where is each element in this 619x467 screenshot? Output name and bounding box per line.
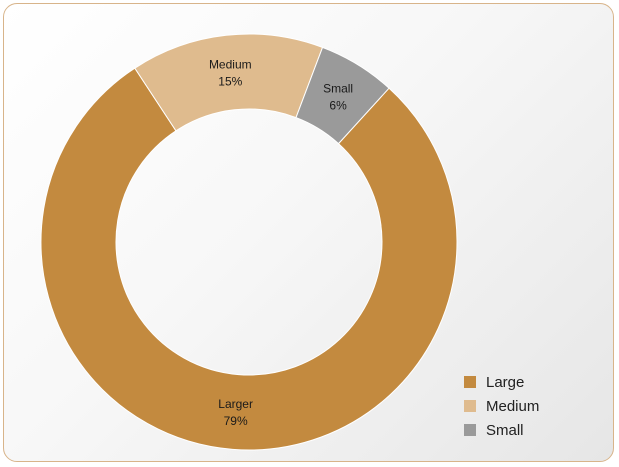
slice-label-medium: Medium (209, 58, 252, 72)
chart-legend: Large Medium Small (464, 370, 539, 442)
legend-label-small: Small (486, 421, 524, 439)
legend-item-large: Large (464, 370, 539, 394)
legend-item-small: Small (464, 418, 539, 442)
slice-small (295, 46, 390, 145)
legend-swatch-small (464, 424, 476, 436)
legend-item-medium: Medium (464, 394, 539, 418)
legend-label-large: Large (486, 373, 525, 391)
legend-swatch-medium (464, 400, 476, 412)
slice-value-larger: 79% (224, 414, 248, 428)
legend-label-medium: Medium (486, 397, 540, 415)
slice-label-larger: Larger (218, 397, 253, 411)
slice-label-small: Small (323, 82, 353, 96)
donut-chart: Larger 79% Medium 15% Small 6% (40, 33, 458, 451)
slice-value-medium: 15% (218, 75, 242, 89)
chart-card: Larger 79% Medium 15% Small 6% Large Medium S… (3, 3, 614, 462)
legend-swatch-large (464, 376, 476, 388)
slice-value-small: 6% (329, 99, 347, 113)
slice-larger (40, 67, 458, 451)
